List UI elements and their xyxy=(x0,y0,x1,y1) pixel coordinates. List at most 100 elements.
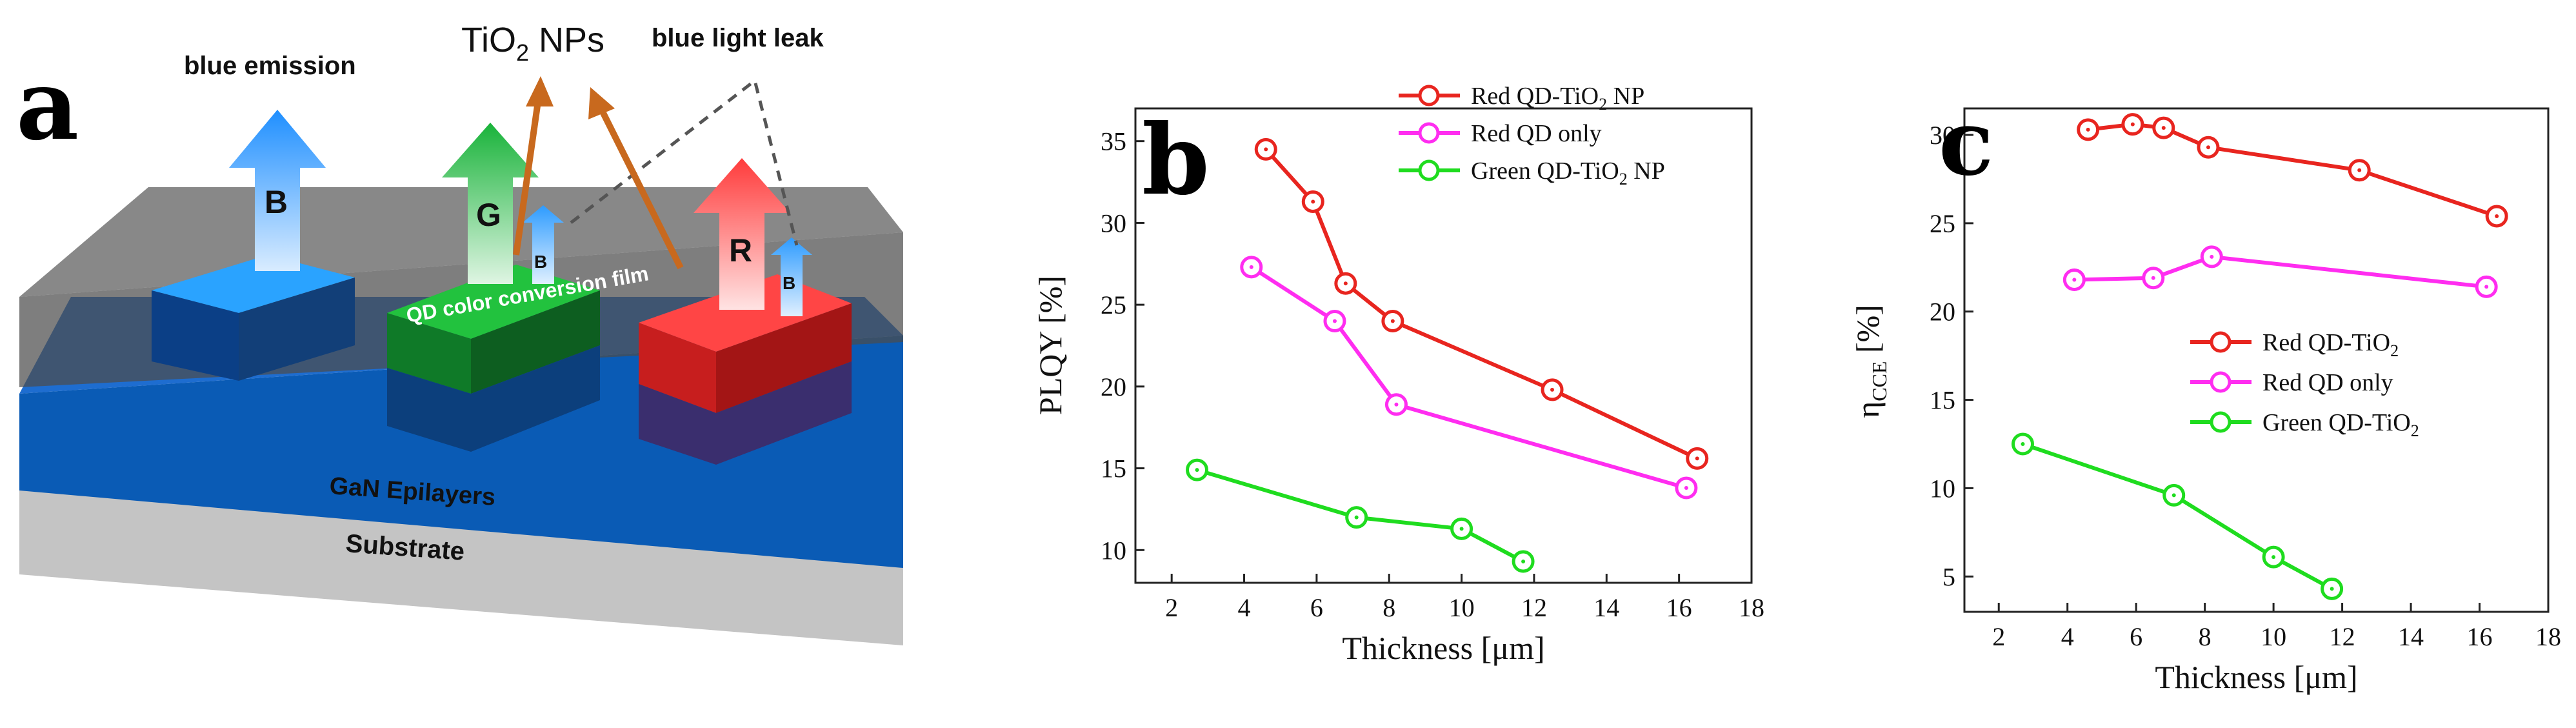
panel-c-chart: 2 4 6 8 10 12 14 16 18 5 10 15 20 25 30 Thickness [μm] η… xyxy=(1850,107,2561,695)
tio2-arrow-green-head-icon xyxy=(526,76,554,106)
x-tick-label: 4 xyxy=(2061,622,2074,651)
legend-swatch-marker xyxy=(2210,331,2232,353)
blue-pixel-top xyxy=(152,255,355,313)
tio2-nps-label: TiO2 NPs xyxy=(461,21,604,66)
plot-frame xyxy=(1963,107,2550,613)
legend-label: Red QD only xyxy=(2262,369,2393,396)
data-point-center xyxy=(1394,402,1399,407)
data-point-center xyxy=(2130,122,2135,126)
panel-b-chart: 2 4 6 8 10 12 14 16 18 10 15 20 25 30 35 Thickness [μm]… xyxy=(1032,83,1764,666)
data-point-center xyxy=(1343,281,1348,286)
x-tick-label: 18 xyxy=(1739,593,1764,622)
legend-label: Red QD-TiO2 xyxy=(2262,329,2399,360)
legend-label: Red QD only xyxy=(1471,120,1602,147)
legend-swatch-marker xyxy=(1418,85,1440,106)
y-tick-label: 35 xyxy=(1101,127,1126,156)
x-tick-label: 4 xyxy=(1238,593,1251,622)
y-axis-label-main: η xyxy=(1850,401,1886,418)
red-pixel-side xyxy=(716,303,852,413)
legend-swatch-marker xyxy=(1418,159,1440,181)
legend-swatch-marker xyxy=(1418,122,1440,144)
y-axis-label-sub: CCE xyxy=(1868,361,1891,401)
legend-label-text: Red QD-TiO xyxy=(1471,83,1599,110)
small-b-label-green: B xyxy=(534,252,547,272)
data-point-center xyxy=(1249,265,1253,269)
pixel-r-label: R xyxy=(729,232,752,268)
data-point-center xyxy=(1332,319,1337,323)
x-tick-label: 10 xyxy=(1449,593,1475,622)
data-point-center xyxy=(2072,278,2077,282)
legend-label-post: NP xyxy=(1628,157,1665,185)
data-point-center xyxy=(2357,168,2362,172)
panel-b-letter: b xyxy=(1142,103,1210,217)
x-tick-label: 12 xyxy=(2330,622,2355,651)
plot-frame xyxy=(1134,107,1753,584)
blue-leak-arrow-green-icon xyxy=(523,205,564,284)
green-pixel-base xyxy=(387,345,600,452)
x-tick-label: 2 xyxy=(1992,622,2005,651)
y-tick-label: 20 xyxy=(1930,298,1955,327)
data-point-center xyxy=(1311,199,1315,204)
x-tick-label: 10 xyxy=(2261,622,2286,651)
data-point-center xyxy=(2206,145,2210,150)
green-emission-arrow-icon xyxy=(442,123,539,284)
data-point-center xyxy=(2086,127,2090,132)
data-point-center xyxy=(2021,442,2025,446)
legend-label-text: Red QD only xyxy=(2262,369,2393,396)
tio2-arrow-red-head-icon xyxy=(588,87,615,119)
x-tick-label: 14 xyxy=(1593,593,1619,622)
red-pixel-front xyxy=(639,323,716,413)
data-point-center xyxy=(1521,560,1526,564)
y-axis-label: ηCCE [%] xyxy=(1850,305,1891,418)
data-point-center xyxy=(2330,587,2334,591)
y-tick-label: 25 xyxy=(1930,209,1955,238)
x-tick-label: 6 xyxy=(1310,593,1323,622)
y-tick-label: 15 xyxy=(1101,454,1126,483)
x-tick-label: 8 xyxy=(2199,622,2212,651)
x-tick-label: 6 xyxy=(2130,622,2142,651)
series-line xyxy=(1250,265,1687,490)
blue-emission-arrow-icon xyxy=(229,110,326,271)
series-line xyxy=(2088,122,2498,218)
small-b-label-red: B xyxy=(783,273,795,293)
series-line xyxy=(1264,148,1699,461)
series-line xyxy=(2022,442,2333,591)
data-point-center xyxy=(2484,285,2489,289)
y-tick-label: 10 xyxy=(1101,536,1126,565)
tio2-arrow-green-line xyxy=(513,96,542,256)
tio2-arrow-red-line xyxy=(597,105,684,270)
blue-leak-arrow-red-icon xyxy=(771,238,812,316)
blue-light-leak-label: blue light leak xyxy=(652,24,824,52)
legend-label-text: Green QD-TiO xyxy=(2262,409,2411,436)
red-pixel-base xyxy=(639,361,852,465)
y-tick-label: 20 xyxy=(1101,372,1126,401)
y-tick-label: 10 xyxy=(1930,474,1955,503)
blue-emission-label: blue emission xyxy=(184,52,356,80)
legend-swatch-marker xyxy=(2210,411,2232,433)
data-point-center xyxy=(2495,214,2499,218)
series-line xyxy=(2074,254,2487,289)
data-point-center xyxy=(2151,276,2155,280)
y-tick-label: 30 xyxy=(1930,121,1955,150)
data-point-center xyxy=(1550,387,1555,392)
panel-a-letter: a xyxy=(16,48,79,162)
legend-label-post: NP xyxy=(1607,83,1644,110)
panel-c-letter: c xyxy=(1939,90,1993,196)
legend-label: Green QD-TiO2 xyxy=(2262,409,2419,440)
data-point-center xyxy=(1684,486,1688,490)
data-point-center xyxy=(2210,254,2214,259)
data-point-center xyxy=(1390,319,1395,323)
x-tick-label: 16 xyxy=(1666,593,1692,622)
y-tick-label: 25 xyxy=(1101,290,1126,319)
data-point-center xyxy=(1264,147,1268,152)
data-point-center xyxy=(1195,468,1199,472)
pixel-b-label: B xyxy=(265,184,288,220)
legend-label-text: Red QD only xyxy=(1471,120,1602,147)
y-tick-label: 15 xyxy=(1930,386,1955,415)
blue-pixel-front xyxy=(152,290,239,381)
x-axis-label: Thickness [μm] xyxy=(1342,630,1544,666)
x-tick-label: 16 xyxy=(2467,622,2493,651)
pixel-g-label: G xyxy=(476,197,501,233)
x-tick-label: 12 xyxy=(1521,593,1547,622)
